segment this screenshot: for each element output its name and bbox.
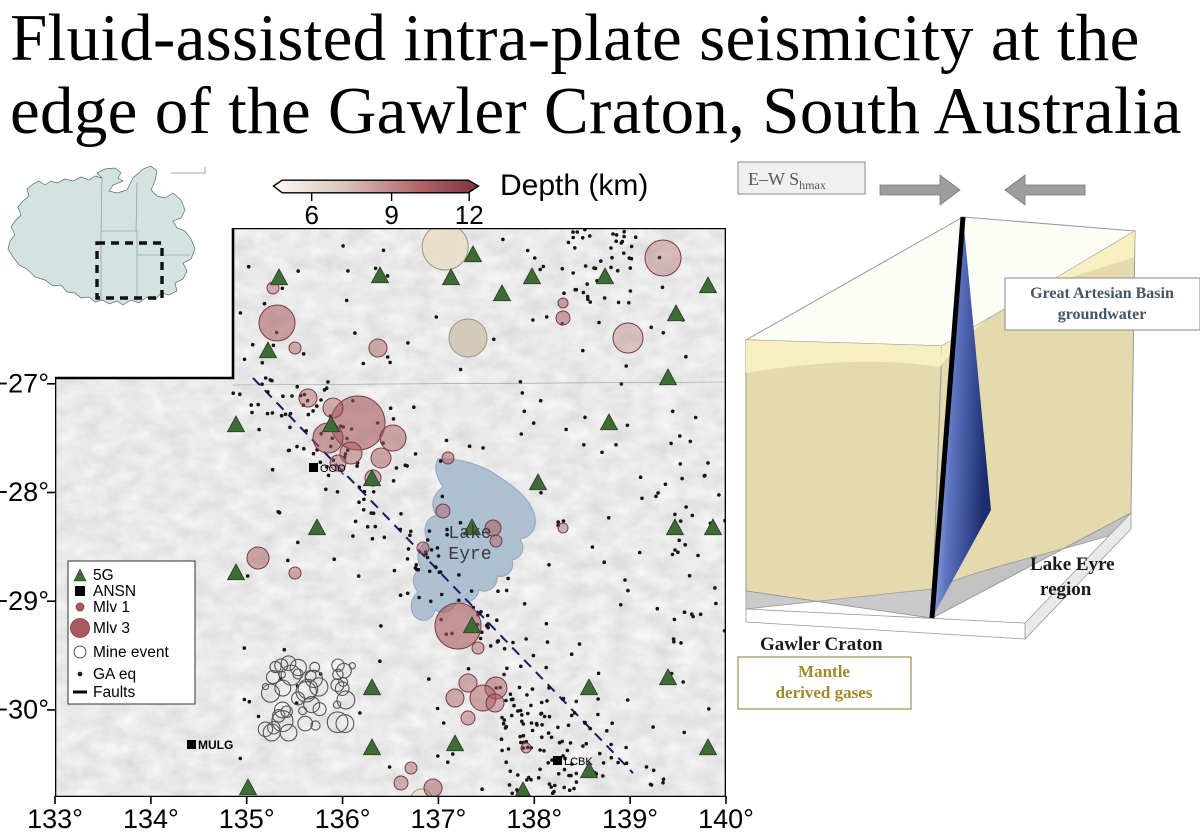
svg-text:Depth (km): Depth (km): [500, 169, 648, 202]
svg-text:12: 12: [455, 200, 484, 230]
svg-text:139°: 139°: [602, 804, 658, 832]
svg-text:derived gases: derived gases: [776, 683, 873, 702]
svg-text:6: 6: [304, 200, 318, 230]
svg-text:138°: 138°: [506, 804, 562, 832]
svg-text:Great Artesian Basin: Great Artesian Basin: [1030, 285, 1174, 302]
svg-text:groundwater: groundwater: [1058, 306, 1147, 323]
svg-text:133°: 133°: [27, 804, 83, 832]
svg-text:9: 9: [384, 200, 398, 230]
svg-text:−27°: −27°: [0, 369, 49, 399]
svg-text:137°: 137°: [410, 804, 466, 832]
svg-text:136°: 136°: [315, 804, 371, 832]
svg-text:region: region: [1040, 579, 1092, 600]
svg-text:Gawler Craton: Gawler Craton: [760, 634, 883, 655]
svg-text:−28°: −28°: [0, 477, 49, 507]
svg-text:135°: 135°: [219, 804, 275, 832]
svg-text:Lake Eyre: Lake Eyre: [1030, 554, 1115, 575]
svg-text:−29°: −29°: [0, 586, 49, 616]
svg-text:134°: 134°: [123, 804, 179, 832]
svg-text:Mantle: Mantle: [798, 662, 850, 681]
svg-text:−30°: −30°: [0, 695, 49, 725]
